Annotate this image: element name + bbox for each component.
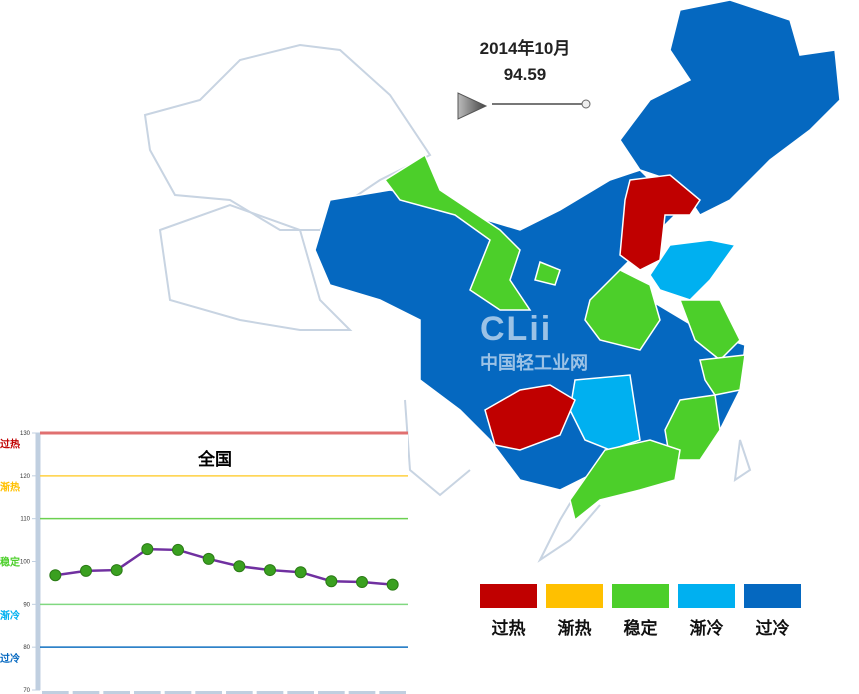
province-stable[interactable] bbox=[534, 260, 561, 286]
data-point bbox=[141, 543, 154, 556]
x-axis-segment bbox=[72, 691, 100, 694]
province-stable[interactable] bbox=[569, 439, 681, 522]
x-axis-segment bbox=[256, 691, 284, 694]
province-stable[interactable] bbox=[699, 354, 746, 396]
provinces bbox=[314, 0, 841, 522]
y-tick-label: 70 bbox=[23, 688, 30, 694]
province-stable[interactable] bbox=[678, 299, 741, 362]
watermark-logo-text: CLii bbox=[480, 310, 553, 348]
period-label: 2014年10月 bbox=[479, 39, 571, 58]
legend-label: 稳定 bbox=[623, 619, 658, 639]
legend-item-cooling: 渐冷 bbox=[678, 584, 735, 639]
data-point bbox=[325, 575, 338, 588]
y-tick-label: 110 bbox=[20, 517, 30, 523]
watermark-text: 中国轻工业网 bbox=[480, 353, 588, 373]
time-slider[interactable] bbox=[456, 90, 596, 122]
legend-label: 过热 bbox=[491, 619, 526, 639]
legend-swatch bbox=[546, 584, 603, 608]
province-stable[interactable] bbox=[664, 394, 721, 461]
x-axis-segment bbox=[195, 691, 222, 694]
legend-label: 过冷 bbox=[755, 619, 790, 639]
x-axis-segment bbox=[318, 691, 345, 694]
data-point bbox=[80, 564, 92, 577]
play-icon[interactable] bbox=[457, 92, 488, 120]
y-tick-label: 90 bbox=[23, 602, 30, 608]
y-tick-label: 80 bbox=[23, 645, 30, 651]
period-header: 2014年10月 94.59 bbox=[440, 36, 610, 88]
data-point bbox=[356, 576, 368, 589]
data-point bbox=[172, 543, 184, 556]
chart-title: 全国 bbox=[197, 449, 232, 469]
data-point bbox=[202, 552, 215, 565]
legend-swatch bbox=[480, 584, 537, 608]
legend-label: 渐热 bbox=[557, 619, 592, 639]
province-overcool[interactable] bbox=[619, 0, 841, 216]
watermark-logo: CLii 中国轻工业网 bbox=[480, 310, 588, 375]
y-tick-label: 130 bbox=[20, 431, 31, 437]
data-point bbox=[49, 569, 62, 582]
legend-item-stable: 稳定 bbox=[612, 584, 669, 639]
band-label: 过热 bbox=[0, 438, 20, 451]
province-stable[interactable] bbox=[584, 269, 661, 351]
legend: 过热 渐热 稳定 渐冷 过冷 bbox=[480, 584, 801, 639]
legend-label: 渐冷 bbox=[689, 619, 724, 639]
data-point bbox=[110, 564, 123, 577]
x-axis-segment bbox=[287, 691, 314, 694]
y-tick-label: 120 bbox=[20, 474, 31, 480]
slider-handle[interactable] bbox=[581, 99, 591, 109]
x-axis-segment bbox=[226, 691, 253, 694]
band-label: 渐冷 bbox=[0, 609, 20, 622]
data-point bbox=[386, 578, 399, 591]
x-axis-segment bbox=[348, 691, 376, 694]
x-axis-segment bbox=[134, 691, 161, 694]
x-axis-segment bbox=[42, 691, 69, 694]
legend-item-overcool: 过冷 bbox=[744, 584, 801, 639]
band-label: 过冷 bbox=[0, 652, 20, 665]
data-point bbox=[233, 560, 246, 573]
data-point bbox=[264, 564, 276, 577]
legend-swatch bbox=[612, 584, 669, 608]
x-axis-segment bbox=[379, 691, 406, 694]
band-label: 渐热 bbox=[0, 481, 20, 494]
legend-item-warming: 渐热 bbox=[546, 584, 603, 639]
band-label: 稳定 bbox=[0, 556, 20, 569]
x-axis-segment bbox=[103, 691, 130, 694]
province-stable[interactable] bbox=[383, 153, 532, 311]
legend-swatch bbox=[744, 584, 801, 608]
legend-item-overheat: 过热 bbox=[480, 584, 537, 639]
province-overheat[interactable] bbox=[619, 174, 701, 271]
legend-swatch bbox=[678, 584, 735, 608]
y-tick-label: 100 bbox=[20, 560, 31, 566]
data-point bbox=[294, 566, 307, 579]
index-value: 94.59 bbox=[503, 65, 547, 84]
province-cooling[interactable] bbox=[649, 239, 737, 301]
province-overheat[interactable] bbox=[484, 384, 576, 451]
x-axis-segment bbox=[164, 691, 192, 694]
